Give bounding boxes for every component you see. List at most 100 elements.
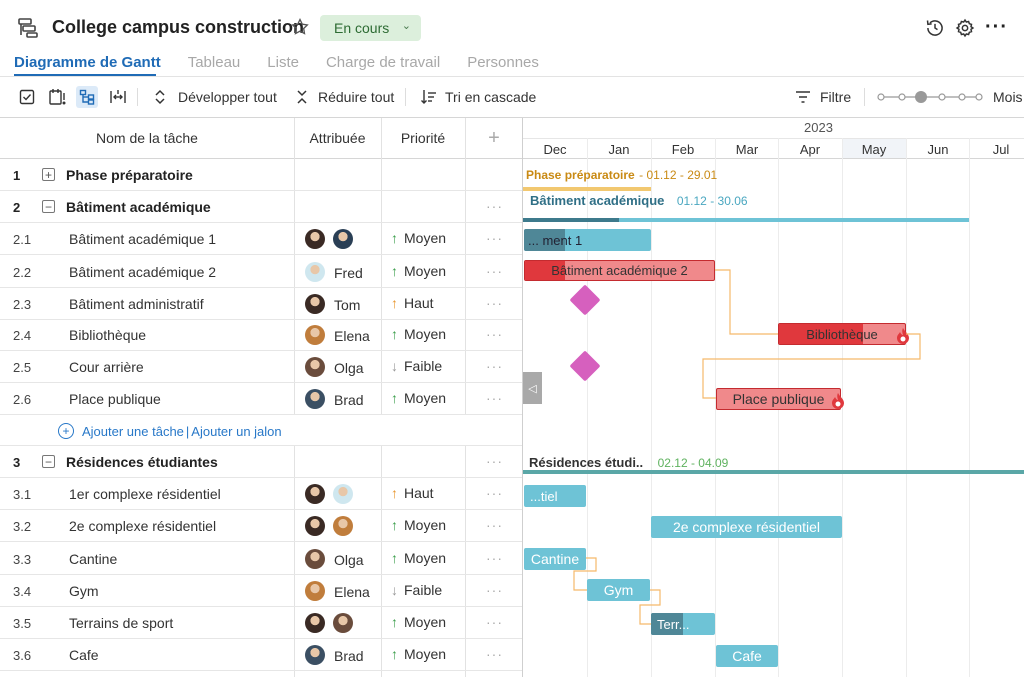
task-row[interactable]: 3.4 Gym Elena ↓ Faible ···	[0, 575, 522, 607]
gantt-bar-2-6[interactable]: Place publique	[716, 388, 841, 410]
task-name[interactable]: Gym	[69, 583, 99, 599]
task-name[interactable]: Bâtiment administratif	[69, 296, 204, 312]
zoom-slider[interactable]	[876, 90, 984, 109]
expand-icon[interactable]	[153, 89, 167, 110]
task-row[interactable]: 2.3 Bâtiment administratif Tom ↑ Haut ···	[0, 288, 522, 320]
expand-all-button[interactable]: Développer tout	[178, 89, 277, 105]
timeline-icon[interactable]	[107, 86, 129, 108]
column-header-task[interactable]: Nom de la tâche	[96, 130, 198, 146]
row-menu-icon[interactable]: ···	[486, 295, 503, 311]
gear-icon[interactable]	[955, 18, 975, 43]
gantt-bar-3-4[interactable]: Gym	[587, 579, 650, 601]
row-menu-icon[interactable]: ···	[486, 326, 503, 342]
phase-1-bar[interactable]	[523, 187, 651, 191]
priority-cell[interactable]: ↓ Faible	[391, 358, 442, 374]
tab-people[interactable]: Personnes	[467, 54, 539, 71]
task-name[interactable]: 2e complexe résidentiel	[69, 518, 217, 534]
row-menu-icon[interactable]: ···	[486, 646, 503, 662]
add-milestone-link[interactable]: Ajouter un jalon	[191, 423, 282, 439]
phase-2-bar[interactable]	[523, 218, 969, 222]
task-name[interactable]: Résidences étudiantes	[66, 454, 218, 470]
expand-toggle-icon[interactable]: +	[42, 168, 55, 181]
collapse-icon[interactable]	[295, 89, 309, 110]
critical-path-icon[interactable]	[46, 86, 68, 108]
task-name[interactable]: Bâtiment académique 1	[69, 231, 217, 247]
row-menu-icon[interactable]: ···	[486, 517, 503, 533]
priority-cell[interactable]: ↑ Moyen	[391, 517, 446, 533]
row-menu-icon[interactable]: ···	[486, 390, 503, 406]
column-header-assigned[interactable]: Attribuée	[309, 130, 366, 146]
task-name[interactable]: Bibliothèque	[69, 327, 147, 343]
gantt-bar-3-6[interactable]: Cafe	[716, 645, 778, 667]
row-menu-icon[interactable]: ···	[486, 453, 503, 469]
task-name[interactable]: Phase préparatoire	[66, 167, 193, 183]
priority-cell[interactable]: ↑ Moyen	[391, 646, 446, 662]
priority-cell[interactable]: ↑ Moyen	[391, 390, 446, 406]
row-menu-icon[interactable]: ···	[486, 582, 503, 598]
group-row[interactable]: 1 + Phase préparatoire	[0, 159, 522, 191]
priority-cell[interactable]: ↑ Moyen	[391, 263, 446, 279]
task-row[interactable]: 2.5 Cour arrière Olga ↓ Faible ···	[0, 351, 522, 383]
group-row[interactable]: 2 − Bâtiment académique ···	[0, 191, 522, 223]
gantt-bar-3-1[interactable]: ...tiel	[524, 485, 586, 507]
collapse-all-button[interactable]: Réduire tout	[318, 89, 395, 105]
gantt-bar-3-2[interactable]: 2e complexe résidentiel	[651, 516, 842, 538]
task-row[interactable]: 3.1 1er complexe résidentiel ↑ Haut ···	[0, 478, 522, 510]
tab-list[interactable]: Liste	[267, 54, 299, 71]
gantt-bar-2-1[interactable]: ... ment 1	[524, 229, 651, 251]
task-row[interactable]: 3.3 Cantine Olga ↑ Moyen ···	[0, 543, 522, 575]
row-menu-icon[interactable]: ···	[486, 198, 503, 214]
cascade-sort-button[interactable]: Tri en cascade	[445, 89, 537, 105]
gantt-bar-2-2[interactable]: Bâtiment académique 2	[524, 260, 715, 281]
task-name[interactable]: Cour arrière	[69, 359, 144, 375]
panel-collapse-handle[interactable]: ◁	[523, 372, 542, 404]
hierarchy-icon[interactable]	[76, 86, 98, 108]
add-task-link[interactable]: Ajouter une tâche	[82, 423, 184, 439]
priority-cell[interactable]: ↓ Faible	[391, 582, 442, 598]
task-row[interactable]: 2.2 Bâtiment académique 2 Fred ↑ Moyen ···	[0, 256, 522, 288]
row-menu-icon[interactable]: ···	[486, 358, 503, 374]
collapse-toggle-icon[interactable]: −	[42, 200, 55, 213]
row-menu-icon[interactable]: ···	[486, 550, 503, 566]
task-name[interactable]: Cantine	[69, 551, 118, 567]
gantt-bar-3-5[interactable]: Terr...	[651, 613, 715, 635]
row-menu-icon[interactable]: ···	[486, 614, 503, 630]
priority-cell[interactable]: ↑ Moyen	[391, 230, 446, 246]
task-row[interactable]: 2.6 Place publique Brad ↑ Moyen ···	[0, 383, 522, 415]
row-menu-icon[interactable]: ···	[486, 230, 503, 246]
status-dropdown[interactable]: En cours ⌄	[320, 15, 421, 41]
priority-cell[interactable]: ↑ Moyen	[391, 614, 446, 630]
filter-icon[interactable]	[795, 90, 811, 109]
tab-gantt[interactable]: Diagramme de Gantt	[14, 54, 161, 71]
task-row[interactable]: 3.5 Terrains de sport ↑ Moyen ···	[0, 607, 522, 639]
priority-cell[interactable]: ↑ Moyen	[391, 550, 446, 566]
row-menu-icon[interactable]: ···	[486, 263, 503, 279]
tab-board[interactable]: Tableau	[187, 54, 241, 71]
tab-workload[interactable]: Charge de travail	[325, 54, 441, 71]
gantt-bar-3-3[interactable]: Cantine	[524, 548, 586, 570]
task-row[interactable]: 2.1 Bâtiment académique 1 ↑ Moyen ···	[0, 223, 522, 255]
checkbox-view-icon[interactable]	[16, 86, 38, 108]
add-column-button[interactable]: +	[488, 126, 500, 149]
history-icon[interactable]	[925, 18, 945, 43]
group-row[interactable]: 3 − Résidences étudiantes ···	[0, 446, 522, 478]
filter-button[interactable]: Filtre	[820, 89, 852, 105]
task-name[interactable]: Bâtiment académique 2	[69, 264, 217, 280]
row-menu-icon[interactable]: ···	[486, 485, 503, 501]
task-row[interactable]: 3.2 2e complexe résidentiel ↑ Moyen ···	[0, 510, 522, 542]
sort-icon[interactable]	[420, 88, 438, 111]
priority-cell[interactable]: ↑ Haut	[391, 485, 434, 501]
gantt-bar-2-4[interactable]: Bibliothèque	[778, 323, 906, 345]
priority-cell[interactable]: ↑ Moyen	[391, 326, 446, 342]
more-icon[interactable]: ···	[985, 16, 1008, 38]
task-row[interactable]: 2.4 Bibliothèque Elena ↑ Moyen ···	[0, 319, 522, 351]
task-name[interactable]: 1er complexe résidentiel	[69, 486, 221, 502]
star-icon[interactable]	[290, 17, 310, 42]
task-name[interactable]: Cafe	[69, 647, 99, 663]
task-name[interactable]: Terrains de sport	[69, 615, 174, 631]
task-name[interactable]: Bâtiment académique	[66, 199, 211, 215]
priority-cell[interactable]: ↑ Haut	[391, 295, 434, 311]
phase-3-bar[interactable]	[523, 470, 1024, 474]
collapse-toggle-icon[interactable]: −	[42, 455, 55, 468]
task-row[interactable]: 3.6 Cafe Brad ↑ Moyen ···	[0, 639, 522, 671]
